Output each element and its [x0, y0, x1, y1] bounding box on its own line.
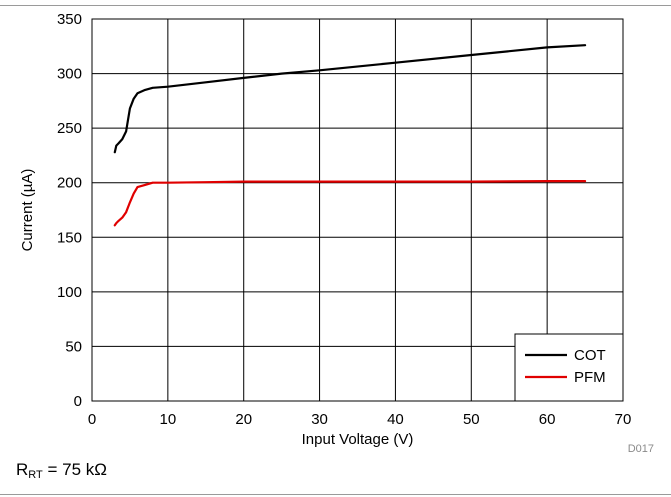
y-tick-label: 250 — [57, 120, 82, 137]
x-tick-label: 30 — [311, 411, 328, 428]
x-tick-label: 10 — [160, 411, 177, 428]
caption-suffix: = 75 kΩ — [42, 460, 107, 479]
caption-prefix: R — [16, 460, 29, 479]
x-tick-label: 50 — [463, 411, 480, 428]
y-tick-label: 300 — [57, 66, 82, 83]
series-layer — [113, 44, 587, 227]
bottom-rule — [0, 494, 671, 495]
x-tick-label: 60 — [539, 411, 556, 428]
plot-frame — [91, 18, 624, 402]
y-tick-label: 200 — [57, 175, 82, 192]
legend: COT PFM — [514, 333, 624, 402]
legend-label-cot: COT — [574, 347, 606, 364]
x-axis-title: Input Voltage (V) — [302, 431, 414, 448]
figure-id: D017 — [628, 443, 654, 455]
x-tick-label: 70 — [615, 411, 632, 428]
y-tick-label: 100 — [57, 284, 82, 301]
x-tick-label: 0 — [88, 411, 96, 428]
legend-label-pfm: PFM — [574, 369, 606, 386]
y-tick-label: 350 — [57, 11, 82, 28]
x-tick-label: 20 — [235, 411, 252, 428]
y-axis-title: Current (µA) — [19, 169, 36, 252]
caption: RRT = 75 kΩ — [16, 460, 107, 481]
x-tick-labels: 0 10 20 30 40 50 60 70 — [88, 411, 632, 428]
legend-box — [514, 333, 624, 402]
series-line-cot — [113, 44, 587, 154]
caption-subscript: RT — [28, 469, 43, 481]
y-tick-label: 150 — [57, 229, 82, 246]
x-tick-label: 40 — [387, 411, 404, 428]
y-tick-label: 0 — [74, 393, 82, 410]
y-tick-labels: 0 50 100 150 200 250 300 350 — [57, 11, 82, 410]
y-tick-label: 50 — [65, 338, 82, 355]
top-rule — [0, 5, 671, 6]
series-line-pfm — [113, 180, 587, 227]
